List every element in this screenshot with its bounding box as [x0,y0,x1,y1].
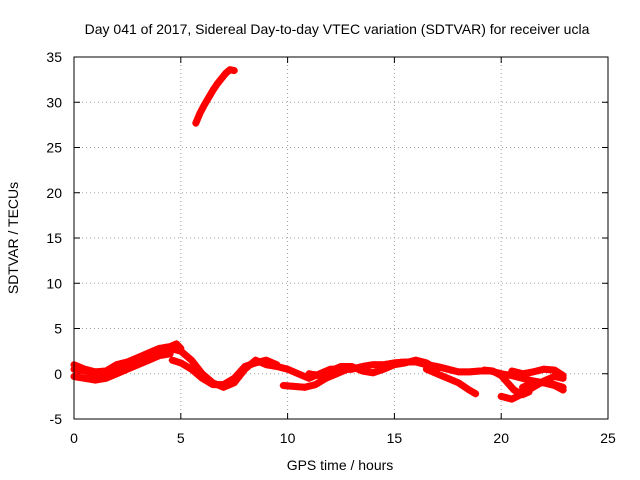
data-point [287,367,295,375]
plot-frame [73,56,609,420]
data-point [145,356,153,364]
series-satellite-track-j [508,365,567,380]
series-satellite-track-d [168,356,281,389]
data-point [74,362,82,370]
data-point [323,369,331,376]
y-tick-label: 35 [46,49,62,65]
x-tick-label: 0 [70,430,78,446]
y-tick-label: 0 [54,366,62,382]
data-point [197,108,205,115]
data-point [559,372,567,380]
data-point [196,109,204,117]
x-axis-label: GPS time / hours [287,457,394,473]
data-point [207,380,215,388]
data-point [385,363,393,371]
data-point [519,383,527,391]
data-point [136,360,144,368]
data-point [273,361,281,369]
data-point [230,67,238,75]
data-point [109,371,117,379]
y-tick-label: 20 [46,185,62,201]
data-point [199,104,207,112]
series-satellite-track-k [519,379,567,394]
y-tick-label: -5 [50,411,63,427]
data-series [70,66,567,403]
data-point [198,106,206,114]
data-point [430,368,438,376]
data-point [166,350,174,358]
y-tick-label: 25 [46,140,62,156]
series-satellite-track-f [305,356,441,380]
data-point [296,371,304,378]
series-satellite-track-c [70,350,174,384]
y-tick-label: 30 [46,94,62,110]
data-point [175,343,183,351]
y-tick-label: 10 [46,275,62,291]
data-point [528,380,535,388]
x-tick-label: 5 [177,430,185,446]
y-tick-label: 15 [46,230,62,246]
data-point [472,390,480,398]
chart-title: Day 041 of 2017, Sidereal Day-to-day VTE… [85,21,590,37]
data-point [559,386,567,394]
series-satellite-track-g [422,365,480,398]
series-satellite-track-b [70,340,185,376]
x-tick-labels: 0 5 10 15 20 25 [70,430,616,446]
y-axis-label: SDTVAR / TECUs [5,182,21,294]
y-tick-labels: -5 0 5 10 15 20 25 30 35 [46,49,62,427]
data-point [470,389,478,397]
data-point [136,353,144,361]
x-tick-label: 20 [493,430,509,446]
data-point [145,349,153,357]
x-tick-label: 25 [600,430,616,446]
data-point [439,372,446,380]
x-tick-label: 15 [387,430,403,446]
data-point [269,359,277,367]
data-point [118,368,126,375]
data-point [350,363,357,371]
data-point [332,365,340,373]
y-tick-label: 5 [54,321,62,337]
x-tick-label: 10 [280,430,296,446]
data-point [154,352,162,360]
series-satellite-track-high [192,66,238,127]
data-point [447,376,455,384]
data-point [154,345,162,353]
data-point [127,364,135,372]
data-point [127,357,135,364]
data-point [557,385,565,393]
data-point [557,371,565,378]
data-point [177,344,185,352]
